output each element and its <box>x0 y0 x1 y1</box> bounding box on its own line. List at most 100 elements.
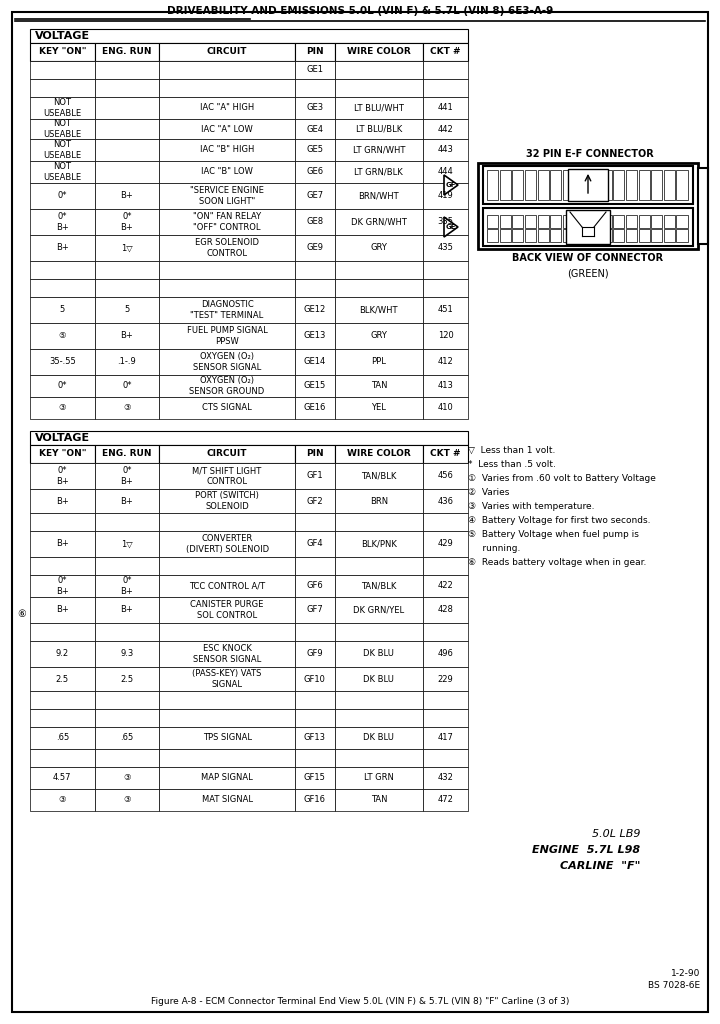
Bar <box>525 229 536 242</box>
Text: 0*
B+: 0* B+ <box>56 577 68 596</box>
Text: TAN/BLK: TAN/BLK <box>361 582 397 591</box>
Text: 35-.55: 35-.55 <box>49 357 76 367</box>
Text: B+: B+ <box>56 497 68 506</box>
Text: GF4: GF4 <box>307 540 323 549</box>
Bar <box>295 119 335 139</box>
Bar <box>626 214 637 227</box>
Text: 1-2-90: 1-2-90 <box>670 970 700 979</box>
Bar <box>500 170 510 200</box>
Bar <box>550 229 562 242</box>
Text: "ON" FAN RELAY
"OFF" CONTROL: "ON" FAN RELAY "OFF" CONTROL <box>193 212 261 231</box>
Text: 413: 413 <box>438 382 454 390</box>
Text: 432: 432 <box>438 773 454 782</box>
Bar <box>30 641 94 667</box>
Bar <box>295 463 335 489</box>
Bar <box>423 531 468 557</box>
Bar <box>295 234 335 261</box>
Bar <box>600 214 612 227</box>
Bar <box>483 166 693 204</box>
Bar <box>30 349 94 375</box>
Text: ①  Varies from .60 volt to Battery Voltage: ① Varies from .60 volt to Battery Voltag… <box>468 474 656 483</box>
Bar <box>159 623 295 641</box>
Bar <box>423 790 468 811</box>
Bar <box>335 234 423 261</box>
Text: PIN: PIN <box>306 47 323 56</box>
Bar <box>423 709 468 727</box>
Bar <box>626 170 637 200</box>
Bar <box>159 375 295 397</box>
Text: GE14: GE14 <box>304 357 326 367</box>
Bar <box>664 229 675 242</box>
Bar <box>538 214 549 227</box>
Text: 4.57: 4.57 <box>53 773 71 782</box>
Bar <box>159 575 295 597</box>
Text: ⑤  Battery Voltage when fuel pump is: ⑤ Battery Voltage when fuel pump is <box>468 530 639 539</box>
Bar <box>159 727 295 749</box>
Text: BS 7028-6E: BS 7028-6E <box>648 981 700 990</box>
Bar <box>423 727 468 749</box>
Bar <box>159 767 295 790</box>
Bar <box>94 691 159 709</box>
Text: 444: 444 <box>438 168 454 176</box>
Bar <box>30 790 94 811</box>
Bar <box>563 229 574 242</box>
Text: Figure A-8 - ECM Connector Terminal End View 5.0L (VIN F) & 5.7L (VIN 8) "F" Car: Figure A-8 - ECM Connector Terminal End … <box>150 997 570 1007</box>
Text: GE13: GE13 <box>304 332 326 341</box>
Text: 0*
B+: 0* B+ <box>121 212 133 231</box>
Bar <box>94 119 159 139</box>
Bar <box>423 641 468 667</box>
Bar <box>30 489 94 513</box>
Text: CIRCUIT: CIRCUIT <box>207 450 248 459</box>
Bar <box>423 61 468 79</box>
Bar <box>335 397 423 419</box>
Bar <box>423 161 468 183</box>
Text: ⑥  Reads battery voltage when in gear.: ⑥ Reads battery voltage when in gear. <box>468 558 647 567</box>
Text: PIN: PIN <box>306 450 323 459</box>
Text: LT BLU/WHT: LT BLU/WHT <box>354 103 404 113</box>
Text: 451: 451 <box>438 305 454 314</box>
Polygon shape <box>444 175 458 195</box>
Text: 410: 410 <box>438 403 454 413</box>
Text: GF7: GF7 <box>306 605 323 614</box>
Bar <box>423 489 468 513</box>
Text: 0*: 0* <box>58 382 67 390</box>
Bar <box>335 183 423 209</box>
Text: 5: 5 <box>125 305 130 314</box>
Bar <box>423 234 468 261</box>
Bar <box>335 445 423 463</box>
Bar <box>94 445 159 463</box>
Text: ⑥: ⑥ <box>17 609 27 618</box>
Bar <box>94 139 159 161</box>
Text: CIRCUIT: CIRCUIT <box>207 47 248 56</box>
Bar <box>423 119 468 139</box>
Bar <box>295 557 335 575</box>
Bar <box>30 557 94 575</box>
Bar <box>335 61 423 79</box>
Text: GE5: GE5 <box>306 145 323 155</box>
Text: B+: B+ <box>56 605 68 614</box>
Bar <box>295 279 335 297</box>
Bar <box>613 214 624 227</box>
Bar <box>423 97 468 119</box>
Bar <box>335 597 423 623</box>
Bar <box>423 597 468 623</box>
Bar <box>423 139 468 161</box>
Text: 442: 442 <box>438 125 454 133</box>
Text: GE12: GE12 <box>304 305 326 314</box>
Text: B+: B+ <box>121 497 133 506</box>
Text: VOLTAGE: VOLTAGE <box>35 433 90 443</box>
Bar <box>295 727 335 749</box>
Text: 0*
B+: 0* B+ <box>56 212 68 231</box>
Bar <box>335 727 423 749</box>
Bar <box>30 431 468 445</box>
Bar <box>335 691 423 709</box>
Text: 5: 5 <box>60 305 65 314</box>
Text: running.: running. <box>468 544 521 553</box>
Bar <box>159 79 295 97</box>
Bar <box>94 375 159 397</box>
Text: LT BLU/BLK: LT BLU/BLK <box>356 125 402 133</box>
Bar <box>423 623 468 641</box>
Text: 120: 120 <box>438 332 454 341</box>
Text: *  Less than .5 volt.: * Less than .5 volt. <box>468 460 556 469</box>
Text: M/T SHIFT LIGHT
CONTROL: M/T SHIFT LIGHT CONTROL <box>192 466 262 485</box>
